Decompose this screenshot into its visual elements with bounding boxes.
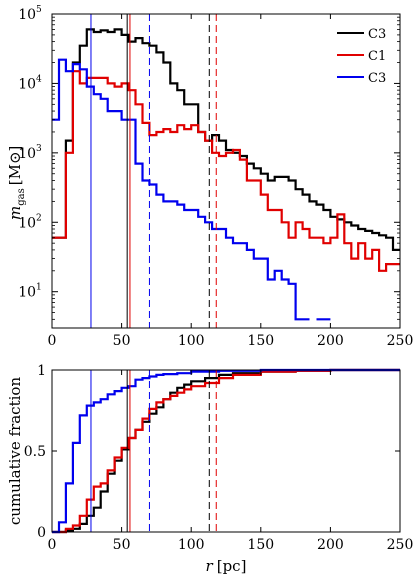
top-series-group <box>52 28 400 321</box>
top-ytick-label: 104 <box>18 74 42 92</box>
bottom-xtick-label: 50 <box>113 537 131 553</box>
x-label-unit: [pc] <box>217 557 247 575</box>
cumulative-panel: 0 50 100 150 200 250 00.51 cumulative fractio… <box>6 363 413 575</box>
mass-profile-panel: 0 50 100 150 200 250 101 102 103 104 105 C3 C1 C3… <box>6 5 413 349</box>
y-label-unit: [M⊙] <box>6 146 24 186</box>
cumulative-series-c1-1 <box>52 368 400 534</box>
mass-series-c3-2 <box>52 58 331 321</box>
top-ytick-label: 103 <box>18 144 42 162</box>
bottom-ytick-label: 1 <box>37 363 46 379</box>
legend-label-c3-black: C3 <box>368 27 386 42</box>
bottom-ytick-label: 0 <box>37 525 46 541</box>
bottom-xtick-label: 0 <box>48 537 57 553</box>
bottom-xtick-label: 250 <box>387 537 414 553</box>
bottom-xtick-label: 200 <box>317 537 344 553</box>
bottom-xtick-label: 150 <box>247 537 274 553</box>
top-x-ticks: 0 50 100 150 200 250 <box>48 14 414 349</box>
legend: C3 C1 C3 <box>337 27 386 86</box>
bottom-y-axis-label: cumulative fraction <box>6 377 24 526</box>
top-reference-lines <box>90 14 217 328</box>
top-xtick-label: 250 <box>387 333 414 349</box>
bottom-x-ticks: 0 50 100 150 200 250 <box>48 370 414 553</box>
top-ytick-label: 101 <box>18 283 42 301</box>
x-axis-label: r [pc] <box>206 557 247 575</box>
top-ytick-label: 102 <box>18 213 42 231</box>
top-xtick-label: 200 <box>317 333 344 349</box>
bottom-xtick-label: 100 <box>178 537 205 553</box>
top-axes-frame <box>51 13 401 329</box>
top-y-axis-label: mgas [M⊙] <box>6 146 27 220</box>
mass-series-c1-1 <box>52 70 400 272</box>
bottom-reference-lines <box>90 370 217 532</box>
top-ytick-label: 105 <box>18 5 42 23</box>
bottom-ytick-label: 0.5 <box>24 444 46 460</box>
y-label-subscript: gas <box>16 188 27 206</box>
top-xtick-label: 0 <box>48 333 57 349</box>
legend-label-c1-red: C1 <box>368 49 386 64</box>
legend-label-c3-blue: C3 <box>368 71 386 86</box>
top-y-ticks: 101 102 103 104 105 <box>18 5 400 329</box>
top-xtick-label: 150 <box>247 333 274 349</box>
bottom-y-ticks: 00.51 <box>24 363 400 541</box>
y-label-symbol: m <box>6 206 24 220</box>
top-xtick-label: 50 <box>113 333 131 349</box>
x-label-symbol: r <box>206 557 214 575</box>
top-xtick-label: 100 <box>178 333 205 349</box>
